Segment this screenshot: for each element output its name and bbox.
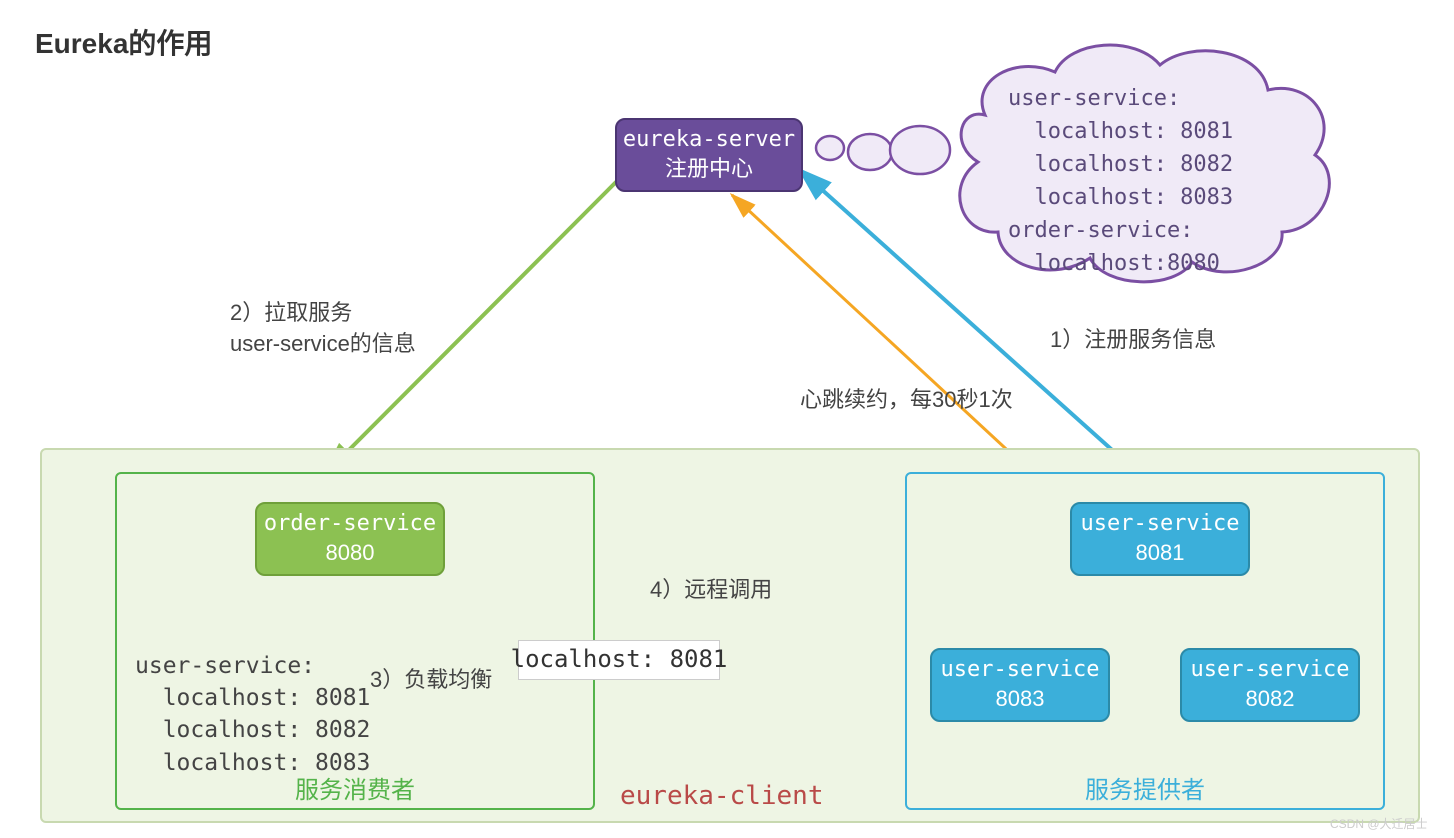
user-service-node-8082: user-service 8082	[1180, 648, 1360, 722]
order-service-node: order-service 8080	[255, 502, 445, 576]
thought-bubble-medium	[848, 134, 892, 170]
user-service-port: 8083	[996, 685, 1045, 714]
user-service-node-8081: user-service 8081	[1070, 502, 1250, 576]
service-consumer-label: 服务消费者	[295, 774, 415, 808]
diagram-title: Eureka的作用	[35, 22, 212, 62]
step3-label: 3）负载均衡	[370, 665, 492, 696]
user-service-name: user-service	[1191, 656, 1350, 685]
watermark: CSDN @大迁居士	[1330, 815, 1428, 832]
user-service-port: 8082	[1246, 685, 1295, 714]
user-service-name: user-service	[941, 656, 1100, 685]
thought-bubble-large	[890, 126, 950, 174]
registry-cloud-text: user-service: localhost: 8081 localhost:…	[1008, 82, 1233, 280]
eureka-server-node: eureka-server 注册中心	[615, 118, 803, 192]
service-provider-label: 服务提供者	[1085, 774, 1205, 808]
server-name: eureka-server	[623, 126, 795, 155]
user-service-name: user-service	[1081, 510, 1240, 539]
discovered-services-list: user-service: localhost: 8081 localhost:…	[135, 650, 370, 779]
order-service-port: 8080	[326, 539, 375, 568]
thought-bubble-small	[816, 136, 844, 160]
step1-label: 1）注册服务信息	[1050, 325, 1216, 356]
order-service-name: order-service	[264, 510, 436, 539]
step4-label: 4）远程调用	[650, 575, 772, 606]
step2-label: 2）拉取服务 user-service的信息	[230, 298, 416, 360]
server-subtitle: 注册中心	[665, 155, 753, 184]
eureka-client-label: eureka-client	[620, 778, 824, 814]
heartbeat-label: 心跳续约，每30秒1次	[800, 385, 1013, 416]
user-service-node-8083: user-service 8083	[930, 648, 1110, 722]
selected-host-box: localhost: 8081	[518, 640, 720, 680]
user-service-port: 8081	[1136, 539, 1185, 568]
